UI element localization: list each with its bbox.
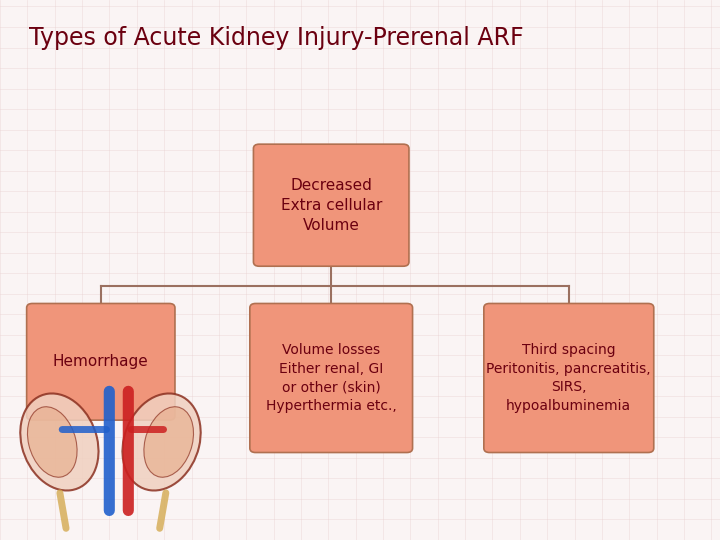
- FancyBboxPatch shape: [250, 303, 413, 453]
- Text: Volume losses
Either renal, GI
or other (skin)
Hyperthermia etc.,: Volume losses Either renal, GI or other …: [266, 343, 397, 413]
- Text: Decreased
Extra cellular
Volume: Decreased Extra cellular Volume: [281, 178, 382, 233]
- Text: Third spacing
Peritonitis, pancreatitis,
SIRS,
hypoalbuminemia: Third spacing Peritonitis, pancreatitis,…: [487, 343, 651, 413]
- Text: Types of Acute Kidney Injury-Prerenal ARF: Types of Acute Kidney Injury-Prerenal AR…: [29, 26, 523, 50]
- FancyBboxPatch shape: [253, 144, 409, 266]
- FancyBboxPatch shape: [27, 303, 175, 420]
- FancyBboxPatch shape: [484, 303, 654, 453]
- Text: Hemorrhage: Hemorrhage: [53, 354, 148, 369]
